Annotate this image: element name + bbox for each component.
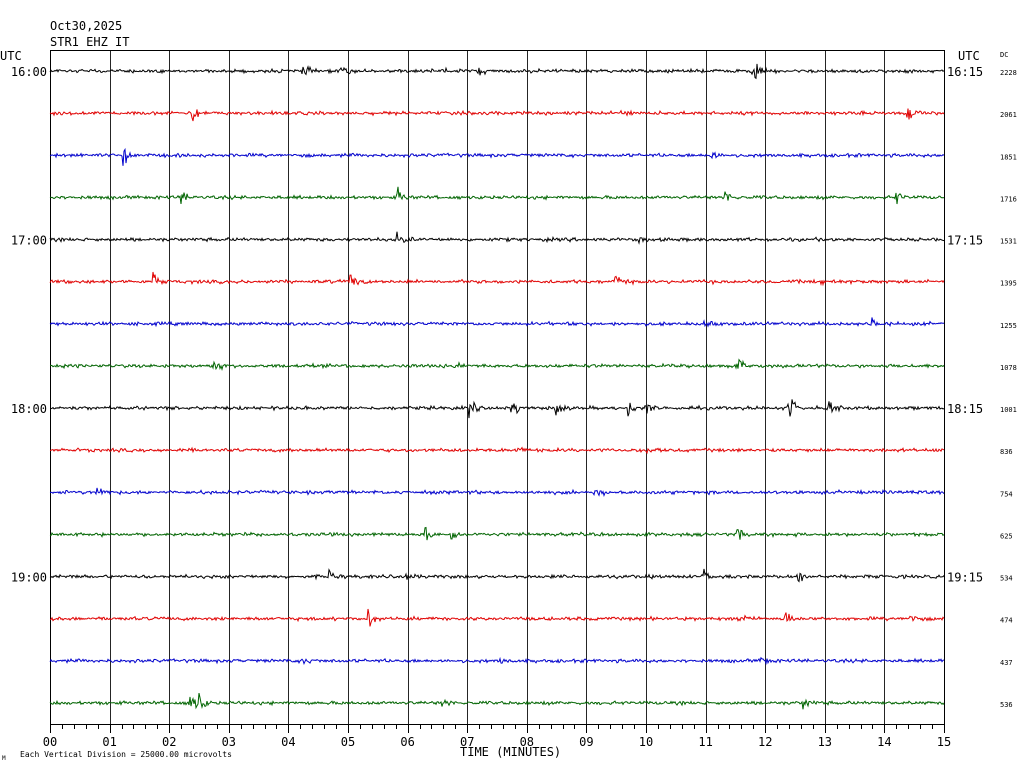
left-time-label: 19:00	[11, 571, 47, 585]
trace-line	[49, 608, 945, 627]
date-label: Oct30,2025	[50, 19, 122, 33]
trace-line	[49, 656, 945, 666]
grid-lines	[110, 50, 885, 724]
dc-offset-label: 2061	[1000, 111, 1017, 119]
trace-line	[49, 358, 945, 371]
x-tick-label: 15	[937, 735, 951, 749]
right-time-label: 17:15	[947, 234, 983, 248]
x-tick-label: 14	[877, 735, 891, 749]
left-time-label: 16:00	[11, 65, 47, 79]
dc-offset-label: 1531	[1000, 238, 1017, 246]
dc-offset-label: 754	[1000, 490, 1013, 498]
x-tick-label: 12	[758, 735, 772, 749]
dc-offset-label: 1001	[1000, 406, 1017, 414]
x-tick-label: 06	[400, 735, 414, 749]
dc-offset-label: 625	[1000, 532, 1013, 540]
dc-offset-label: 1395	[1000, 280, 1017, 288]
trace-line	[49, 108, 945, 122]
x-tick-label: 02	[162, 735, 176, 749]
row-labels: 16:00 16:15 2228 2061 1851 1716 17:00 17:15 1531…	[11, 65, 1017, 709]
x-tick-label: 09	[579, 735, 593, 749]
dc-offset-label: 474	[1000, 617, 1013, 625]
dc-offset-label: 1851	[1000, 153, 1017, 161]
trace-line	[49, 231, 945, 245]
trace-line	[49, 271, 945, 287]
trace-line	[49, 568, 945, 583]
right-time-label: 18:15	[947, 402, 983, 416]
plot-frame	[50, 50, 945, 725]
dc-offset-label: 2228	[1000, 69, 1017, 77]
x-tick-label: 05	[341, 735, 355, 749]
dc-offset-label: 534	[1000, 575, 1013, 583]
trace-group	[49, 63, 945, 710]
trace-line	[49, 186, 945, 205]
dc-offset-label: 1078	[1000, 364, 1017, 372]
dc-offset-label: 1255	[1000, 322, 1017, 330]
dc-offset-label: 536	[1000, 701, 1013, 709]
right-time-label: 16:15	[947, 65, 983, 79]
trace-line	[49, 446, 945, 455]
dc-offset-label: 437	[1000, 659, 1013, 667]
x-axis-title: TIME (MINUTES)	[460, 745, 561, 759]
right-time-label: 19:15	[947, 571, 983, 585]
utc-left-label: UTC	[0, 49, 22, 63]
trace-line	[49, 399, 945, 419]
station-label: STR1 EHZ IT	[50, 35, 129, 49]
x-tick-label: 13	[818, 735, 832, 749]
x-axis: 00 01 02 03 04 05 06 07 08 09 10 11 12 13 14 15	[43, 724, 951, 749]
x-tick-label: 07	[460, 735, 474, 749]
dc-offset-label: 836	[1000, 448, 1013, 456]
dc-offset-label: 1716	[1000, 195, 1017, 203]
trace-line	[49, 63, 945, 80]
trace-line	[49, 487, 945, 497]
trace-line	[49, 147, 945, 166]
left-time-label: 18:00	[11, 402, 47, 416]
x-tick-label: 08	[520, 735, 534, 749]
trace-line	[49, 526, 945, 541]
trace-line	[49, 692, 945, 710]
utc-right-label: UTC	[958, 49, 980, 63]
x-tick-label: 11	[698, 735, 712, 749]
x-tick-label: 10	[639, 735, 653, 749]
x-tick-label: 04	[281, 735, 295, 749]
trace-line	[49, 317, 945, 328]
scale-footnote: Each Vertical Division = 25000.00 microv…	[20, 750, 232, 759]
x-tick-label: 01	[102, 735, 116, 749]
x-tick-label: 00	[43, 735, 57, 749]
dc-header-label: DC	[1000, 51, 1008, 59]
left-time-label: 17:00	[11, 234, 47, 248]
scale-footnote-mark: M	[2, 755, 6, 762]
x-tick-label: 03	[222, 735, 236, 749]
